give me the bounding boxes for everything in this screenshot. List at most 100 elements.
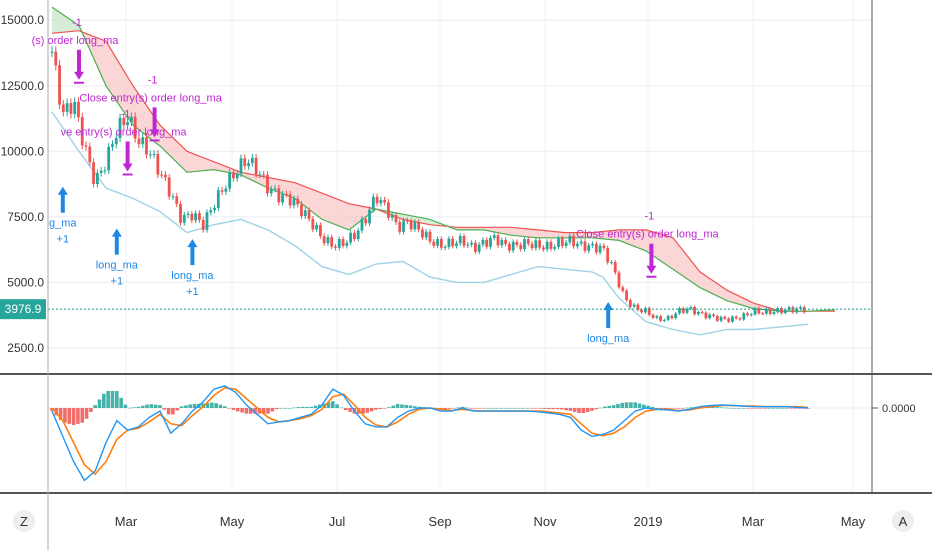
histogram-bar: [300, 406, 305, 408]
candle-body: [330, 237, 334, 247]
histogram-bar: [140, 405, 145, 408]
candle-body: [719, 316, 723, 321]
histogram-bar: [516, 408, 521, 409]
histogram-bar: [594, 408, 599, 410]
candle-body: [266, 174, 269, 194]
scale-mode-button-bg[interactable]: [13, 510, 35, 532]
candle-body: [628, 300, 632, 307]
histogram-bar: [685, 407, 689, 409]
candle-body: [780, 308, 783, 314]
histogram-bar: [274, 408, 279, 410]
candle-body: [462, 236, 466, 246]
candle-body: [375, 196, 379, 204]
histogram-bar: [387, 407, 391, 408]
auto-scale-button[interactable]: A: [892, 510, 914, 532]
cloud-segment: [160, 125, 187, 173]
histogram-bar: [806, 408, 810, 409]
candle-body: [681, 308, 685, 313]
price-tick-label: 15000.0: [1, 13, 45, 27]
cloud-segment: [646, 229, 673, 270]
histogram-bar: [149, 404, 154, 408]
histogram-bar: [624, 402, 629, 408]
histogram-bar: [153, 404, 158, 408]
candle-body: [164, 174, 167, 178]
candle-body: [443, 247, 447, 249]
current-price-badge: 3976.9: [0, 299, 46, 320]
histogram-bar: [188, 404, 193, 408]
histogram-bar: [737, 408, 741, 409]
cloud-segment: [619, 229, 646, 251]
auto-scale-label[interactable]: A: [899, 514, 908, 529]
histogram-bar: [369, 408, 374, 412]
sell-signal-text: Close entry(s) order long_ma: [79, 92, 222, 104]
candle-body: [194, 213, 198, 221]
candle-body: [126, 122, 129, 126]
candle-body: [118, 117, 122, 138]
histogram-bar: [542, 408, 547, 409]
candle-body: [133, 116, 137, 139]
time-tick-label: Jul: [329, 514, 346, 529]
candle-body: [213, 207, 216, 211]
candle-body: [659, 316, 662, 321]
histogram-bar: [689, 407, 694, 408]
plot-area[interactable]: [48, 0, 872, 550]
scale-mode-button[interactable]: Z: [13, 510, 35, 532]
histogram-bar: [331, 401, 335, 408]
histogram-bar: [767, 408, 771, 409]
candle-body: [696, 311, 700, 315]
scale-mode-label[interactable]: Z: [20, 514, 28, 529]
buy-signal-text: g_ma: [49, 218, 77, 230]
histogram-bar: [365, 408, 370, 413]
trade-signals: -1 (s) order long_ma -1 ve entry(s) order l…: [32, 17, 720, 345]
sell-arrow-icon: [122, 141, 133, 172]
price-axis[interactable]: 15000.0 12500.0 10000.0 7500.0 5000.0 2500.0: [1, 13, 45, 355]
candle-body: [254, 157, 258, 175]
candle-body: [606, 248, 610, 263]
histogram-bar: [780, 408, 784, 409]
candle-body: [678, 308, 681, 314]
span-a-line: [51, 6, 836, 312]
histogram-bar: [192, 403, 197, 408]
candle-body: [549, 241, 553, 249]
histogram-bar: [482, 408, 486, 409]
candle-body: [318, 225, 322, 237]
cloud-segment: [268, 177, 295, 199]
span-b-line: [51, 30, 835, 312]
candle-body: [432, 241, 436, 246]
time-axis[interactable]: Mar May Jul Sep Nov 2019 Mar May: [115, 514, 866, 529]
candle-body: [511, 241, 515, 251]
sell-signal-quantity: -1: [121, 109, 131, 121]
histogram-bar: [676, 408, 681, 409]
candle-body: [704, 312, 708, 319]
candle-body: [428, 231, 432, 242]
candle-body: [700, 311, 704, 313]
candle-body: [455, 243, 458, 247]
candle-body: [88, 146, 92, 163]
histogram-bar: [538, 408, 542, 409]
histogram-bar: [292, 407, 296, 409]
candle-body: [651, 314, 655, 318]
candle-body: [281, 194, 284, 203]
histogram-bar: [788, 408, 793, 409]
candle-body: [300, 204, 303, 217]
histogram-bar: [607, 405, 612, 408]
lower-band-line: [51, 111, 809, 336]
sell-signal-quantity: -1: [645, 211, 655, 223]
candle-body: [129, 116, 133, 123]
candle-body: [95, 172, 99, 184]
histogram-bar: [616, 404, 620, 408]
price-tick-label: 2500.0: [7, 341, 44, 355]
histogram-bar: [663, 408, 668, 409]
candle-body: [602, 245, 606, 249]
cloud-segment: [52, 7, 79, 34]
candle-body: [439, 239, 443, 248]
auto-scale-button-bg[interactable]: [892, 510, 914, 532]
oscillator-zero-label: 0.0000: [872, 403, 916, 415]
candle-body: [224, 188, 228, 192]
histogram-bar: [763, 408, 767, 409]
candle-body: [315, 225, 318, 230]
indicator-lines: [51, 6, 836, 336]
histogram-bar: [793, 408, 797, 409]
buy-arrow-icon: [187, 239, 198, 266]
